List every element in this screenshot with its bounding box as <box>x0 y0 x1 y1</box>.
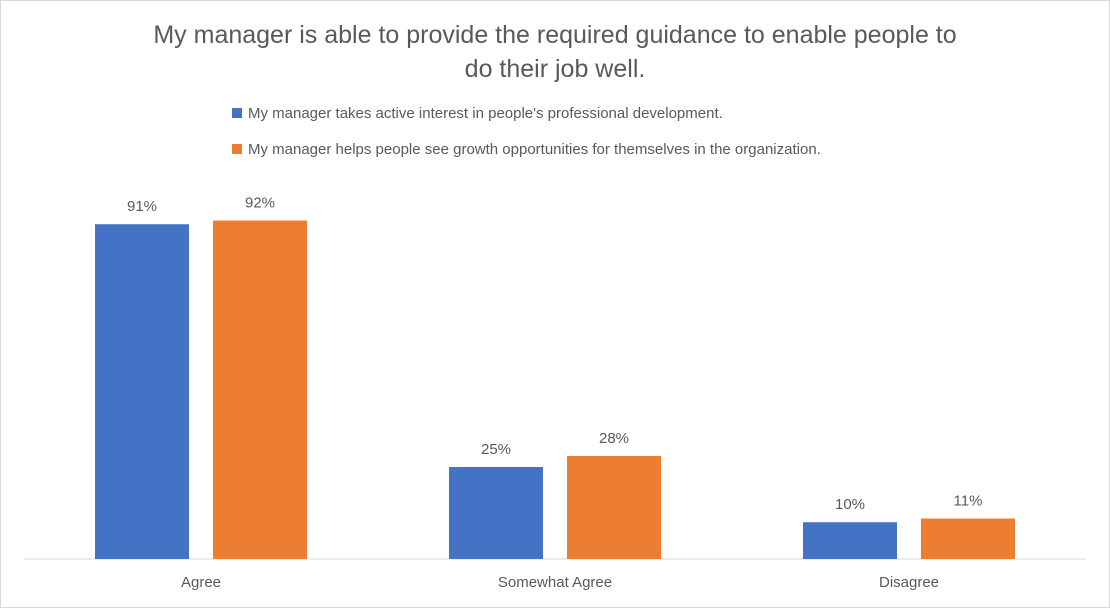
data-label-series-1-somewhat-agree: 25% <box>481 441 511 458</box>
legend-swatch-series-2 <box>232 144 242 154</box>
legend-item-series-2: My manager helps people see growth oppor… <box>232 140 821 158</box>
x-tick-label-agree: Agree <box>181 574 221 591</box>
chart-legend: My manager takes active interest in peop… <box>232 104 821 176</box>
chart-title-line-1: My manager is able to provide the requir… <box>153 21 957 49</box>
data-label-series-2-agree: 92% <box>245 195 275 212</box>
data-label-series-1-disagree: 10% <box>835 496 865 513</box>
data-label-series-2-disagree: 11% <box>954 493 983 510</box>
x-tick-label-disagree: Disagree <box>879 574 939 591</box>
legend-item-series-1: My manager takes active interest in peop… <box>232 104 821 122</box>
legend-label-series-1: My manager takes active interest in peop… <box>248 104 723 122</box>
legend-swatch-series-1 <box>232 108 242 118</box>
legend-label-series-2: My manager helps people see growth oppor… <box>248 140 821 158</box>
bar-series-2-somewhat-agree <box>567 455 661 559</box>
chart-title-line-2: do their job well. <box>464 55 646 83</box>
bar-series-1-somewhat-agree <box>449 467 543 559</box>
bar-series-1-disagree <box>803 522 897 559</box>
x-tick-label-somewhat-agree: Somewhat Agree <box>498 574 612 591</box>
bar-series-2-disagree <box>921 518 1015 559</box>
data-label-series-2-somewhat-agree: 28% <box>599 430 629 447</box>
data-label-series-1-agree: 91% <box>127 198 157 215</box>
chart-title: My manager is able to provide the requir… <box>0 18 1110 86</box>
bar-series-2-agree <box>213 220 307 559</box>
bar-series-1-agree <box>95 224 189 559</box>
